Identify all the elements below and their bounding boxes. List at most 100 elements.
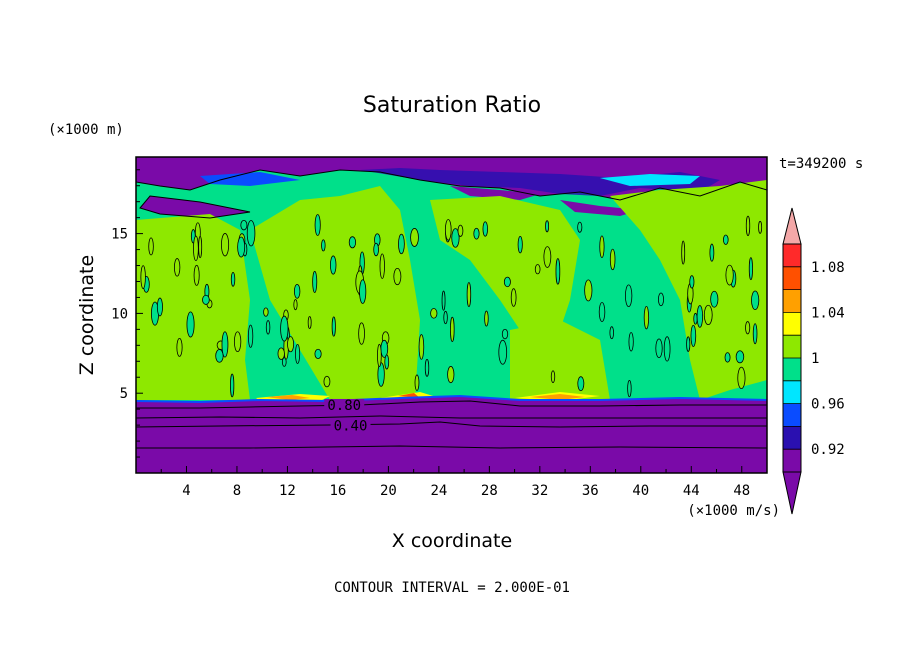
cell-contour <box>312 270 318 293</box>
cell-contour <box>447 366 455 384</box>
cell-contour <box>451 228 460 248</box>
colorbar-swatch <box>783 335 801 358</box>
colorbar-swatch <box>783 244 801 267</box>
x-axis: 4 8 12 16 20 24 28 32 36 40 44 48 <box>160 466 750 499</box>
cell-contour <box>696 305 704 328</box>
cell-contour <box>517 235 523 254</box>
cell-contour <box>723 234 729 245</box>
cell-contour <box>724 352 731 363</box>
cell-contour <box>398 233 405 255</box>
cell-contour <box>263 307 269 317</box>
cell-contour <box>230 373 235 398</box>
colorbar-swatch <box>783 403 801 427</box>
y-axis-label: Z coordinate <box>76 255 98 375</box>
x-tick-label: 40 <box>632 483 649 499</box>
cell-contour <box>655 338 663 359</box>
saturated-fringe-1-core <box>266 395 310 400</box>
cell-contour <box>598 302 606 322</box>
colorbar-swatch <box>783 266 801 290</box>
cell-contour <box>384 354 390 370</box>
cell-contour <box>246 220 256 247</box>
cell-contour <box>510 288 517 307</box>
contour-line-060 <box>136 415 767 419</box>
cirrus-streak-left <box>140 196 250 218</box>
contour-labels: 0.80 0.40 <box>324 398 371 435</box>
cell-contour <box>735 350 745 364</box>
cirrus-streak-right <box>560 200 640 216</box>
cell-contour <box>550 370 556 383</box>
x-tick-label: 28 <box>481 483 498 499</box>
contour-line-080 <box>136 400 767 409</box>
colorbar-swatch <box>783 358 801 381</box>
cell-contour <box>534 264 541 275</box>
colorbar-tick-label: 1.04 <box>811 305 845 321</box>
cell-contour <box>693 312 698 325</box>
cell-contour <box>748 257 753 281</box>
cell-contour <box>202 294 210 305</box>
cell-contour <box>293 299 298 311</box>
lime-column-4 <box>510 320 610 400</box>
cell-contour <box>624 284 633 308</box>
cirrus-streak-outline <box>139 195 251 219</box>
cell-contour <box>501 328 509 340</box>
cell-contour <box>230 271 236 287</box>
cell-contour <box>379 253 385 279</box>
x-tick-label: 16 <box>329 483 346 499</box>
cell-contour <box>293 283 301 299</box>
colorbar-swatch <box>783 289 801 313</box>
cell-contour <box>280 315 289 342</box>
cell-contour <box>307 316 312 329</box>
cell-contour <box>450 316 455 342</box>
x-tick-label: 12 <box>279 483 296 499</box>
cell-contour <box>758 220 763 234</box>
cell-contour <box>373 242 379 257</box>
cell-contour <box>348 236 357 249</box>
cell-contour <box>418 334 425 360</box>
y-tick-label: 5 <box>120 386 128 402</box>
cell-contour <box>314 348 322 359</box>
y-axis: 5 10 15 <box>111 169 143 458</box>
upper-contour-line <box>136 169 767 201</box>
cell-contour <box>703 304 713 326</box>
cell-contour <box>265 320 271 335</box>
cell-contour <box>443 310 448 325</box>
cell-contour <box>359 279 367 304</box>
chart-title: Saturation Ratio <box>363 93 541 118</box>
colorbar: 0.92 0.96 1 1.04 1.08 <box>782 207 845 515</box>
cell-contour <box>737 366 746 390</box>
saturated-fringe-3-core <box>530 394 585 400</box>
cell-contour <box>577 376 585 392</box>
convective-cell-contours <box>140 214 763 398</box>
contour-interval-footer: CONTOUR INTERVAL = 2.000E-01 <box>334 580 570 596</box>
cell-contour <box>584 279 593 302</box>
cell-contour <box>681 240 686 265</box>
colorbar-under-arrow <box>782 471 802 515</box>
cell-contour <box>473 227 480 240</box>
cell-contour <box>240 219 248 231</box>
x-tick-label: 44 <box>683 483 700 499</box>
cell-contour <box>627 379 632 398</box>
cell-contour <box>314 214 321 236</box>
cell-contour <box>482 221 488 237</box>
cell-contour <box>186 311 195 338</box>
time-label: t=349200 s <box>779 156 863 172</box>
cell-contour <box>358 322 365 345</box>
x-unit-label: (×1000 m/s) <box>687 503 780 519</box>
cell-contour <box>331 316 336 337</box>
cell-contour <box>709 243 715 262</box>
cell-contour <box>555 258 561 285</box>
contour-line-020 <box>136 445 767 449</box>
cloud-base-edge <box>136 394 767 404</box>
contour-label-bg-040 <box>330 419 371 434</box>
cell-contour <box>484 310 489 327</box>
cell-contour <box>323 375 331 388</box>
cell-contour <box>176 337 183 357</box>
cell-contour <box>503 276 511 288</box>
saturation-field <box>136 157 767 473</box>
cell-contour <box>577 221 583 233</box>
cell-contour <box>247 324 254 348</box>
y-tick-label: 15 <box>111 227 128 243</box>
cell-contour <box>393 268 402 286</box>
cell-contour <box>444 219 452 241</box>
cell-contour <box>221 331 229 358</box>
